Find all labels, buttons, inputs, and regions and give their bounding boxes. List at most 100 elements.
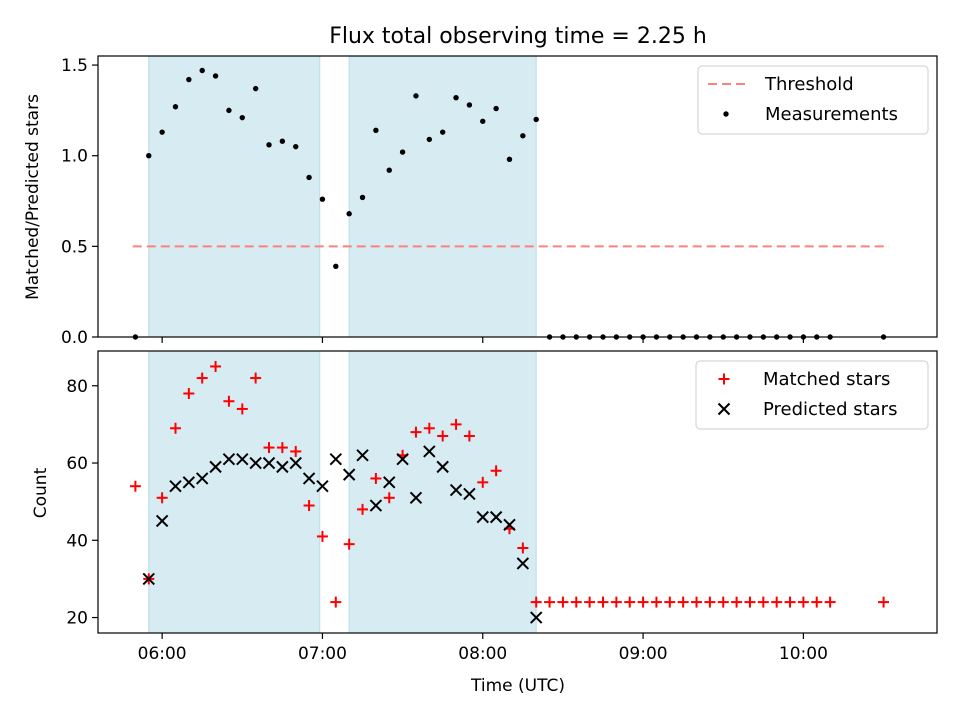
predicted-star-point [476, 510, 489, 524]
predicted-star-point [356, 449, 369, 462]
y-tick-label: 0.0 [61, 328, 88, 348]
measurement-point [453, 94, 459, 101]
ratio-x-ticks [161, 337, 805, 343]
observing-span [348, 55, 537, 338]
y-tick-label: 1.5 [61, 56, 88, 76]
predicted-star-point [155, 514, 169, 528]
x-tick-label: 06:00 [138, 644, 187, 664]
matched-star-point [731, 596, 743, 608]
x-marker-b [396, 452, 409, 466]
measurement-point [439, 129, 446, 135]
matched-star-point [156, 492, 168, 504]
measurement-point [159, 129, 165, 135]
y-tick-label: 20 [66, 609, 88, 629]
matched-star-point [650, 596, 662, 608]
x-marker-b [369, 499, 383, 512]
matched-star-point [263, 442, 275, 454]
matched-star-point [129, 480, 141, 492]
x-marker-b [342, 468, 356, 481]
matched-star-point [784, 596, 796, 608]
measurement-point [346, 211, 352, 217]
predicted-star-point [262, 456, 276, 470]
matched-star-point [824, 596, 836, 608]
predicted-star-point [516, 557, 530, 570]
matched-star-point [691, 596, 703, 608]
measurement-point [386, 167, 392, 173]
matched-star-point [330, 596, 342, 608]
matched-star-point [597, 596, 609, 608]
matched-star-point [343, 538, 355, 550]
matched-star-point [704, 596, 716, 608]
predicted-star-point [383, 476, 396, 489]
predicted-star-point [289, 456, 302, 470]
x-marker-b [276, 460, 289, 474]
count-y-axis-label: Count [31, 467, 51, 518]
matched-star-point [169, 422, 181, 434]
matched-star-point [423, 422, 435, 434]
x-marker-b [155, 514, 169, 528]
legend-label: Measurements [765, 104, 898, 125]
x-tick-label: 07:00 [298, 644, 347, 664]
predicted-star-point [449, 483, 463, 497]
matched-star-point [437, 430, 449, 442]
measurement-point [413, 93, 419, 99]
predicted-star-point [182, 476, 196, 489]
matched-star-point [610, 596, 622, 608]
count-panel-frame [97, 350, 938, 634]
measurement-point [399, 149, 406, 155]
matched-star-point [544, 596, 556, 608]
matched-star-point [878, 596, 890, 608]
predicted-star-point [249, 456, 262, 470]
matched-star-point [303, 500, 315, 512]
predicted-star-point [463, 487, 476, 501]
observing-span [348, 350, 537, 634]
count-x-axis: 06:00 07:00 08:00 09:00 10:00 [138, 633, 828, 664]
measurement-point [293, 143, 299, 150]
x-marker-b [236, 452, 249, 466]
matched-star-point [196, 372, 208, 384]
predicted-star-point [436, 460, 449, 474]
predicted-stars-points [142, 445, 543, 624]
measurement-point [506, 156, 513, 163]
measurement-point [306, 174, 312, 181]
x-tick-label: 10:00 [779, 644, 828, 664]
measurement-point [319, 196, 326, 202]
predicted-star-point [195, 472, 209, 485]
x-marker-b [182, 476, 196, 489]
predicted-star-point [529, 611, 543, 624]
count-legend: Matched stars Predicted stars [695, 360, 929, 430]
predicted-star-point [276, 460, 289, 474]
legend-label: Predicted stars [763, 399, 897, 420]
x-marker-b [489, 510, 503, 524]
matched-star-point [370, 472, 382, 484]
predicted-star-point [503, 518, 516, 532]
legend-predicted-swatch [717, 402, 731, 416]
x-marker-b [142, 572, 155, 586]
matched-star-point [757, 596, 769, 608]
matched-star-point [276, 442, 288, 454]
predicted-star-point [409, 491, 423, 505]
matched-star-point [717, 596, 729, 608]
x-tick-label: 08:00 [458, 644, 507, 664]
predicted-star-point [342, 468, 356, 481]
measurement-point [493, 105, 499, 112]
matched-star-point [223, 395, 235, 407]
y-tick-label: 0.5 [61, 237, 88, 257]
x-marker-b [423, 445, 436, 458]
matched-star-point [290, 445, 302, 457]
measurement-point [480, 118, 486, 124]
predicted-star-point [236, 452, 249, 466]
predicted-star-point [302, 472, 316, 485]
matched-star-point [624, 596, 636, 608]
x-marker-b [249, 456, 262, 470]
x-marker-b [717, 402, 731, 416]
measurement-point [333, 263, 339, 269]
ratio-panel-frame [97, 55, 938, 338]
measurement-point [186, 76, 192, 83]
x-marker-b [503, 518, 516, 532]
ratio-y-axis-label: Matched/Predicted stars [23, 94, 43, 300]
measurement-point [172, 104, 179, 110]
x-marker-b [436, 460, 449, 474]
matched-star-point [637, 596, 649, 608]
